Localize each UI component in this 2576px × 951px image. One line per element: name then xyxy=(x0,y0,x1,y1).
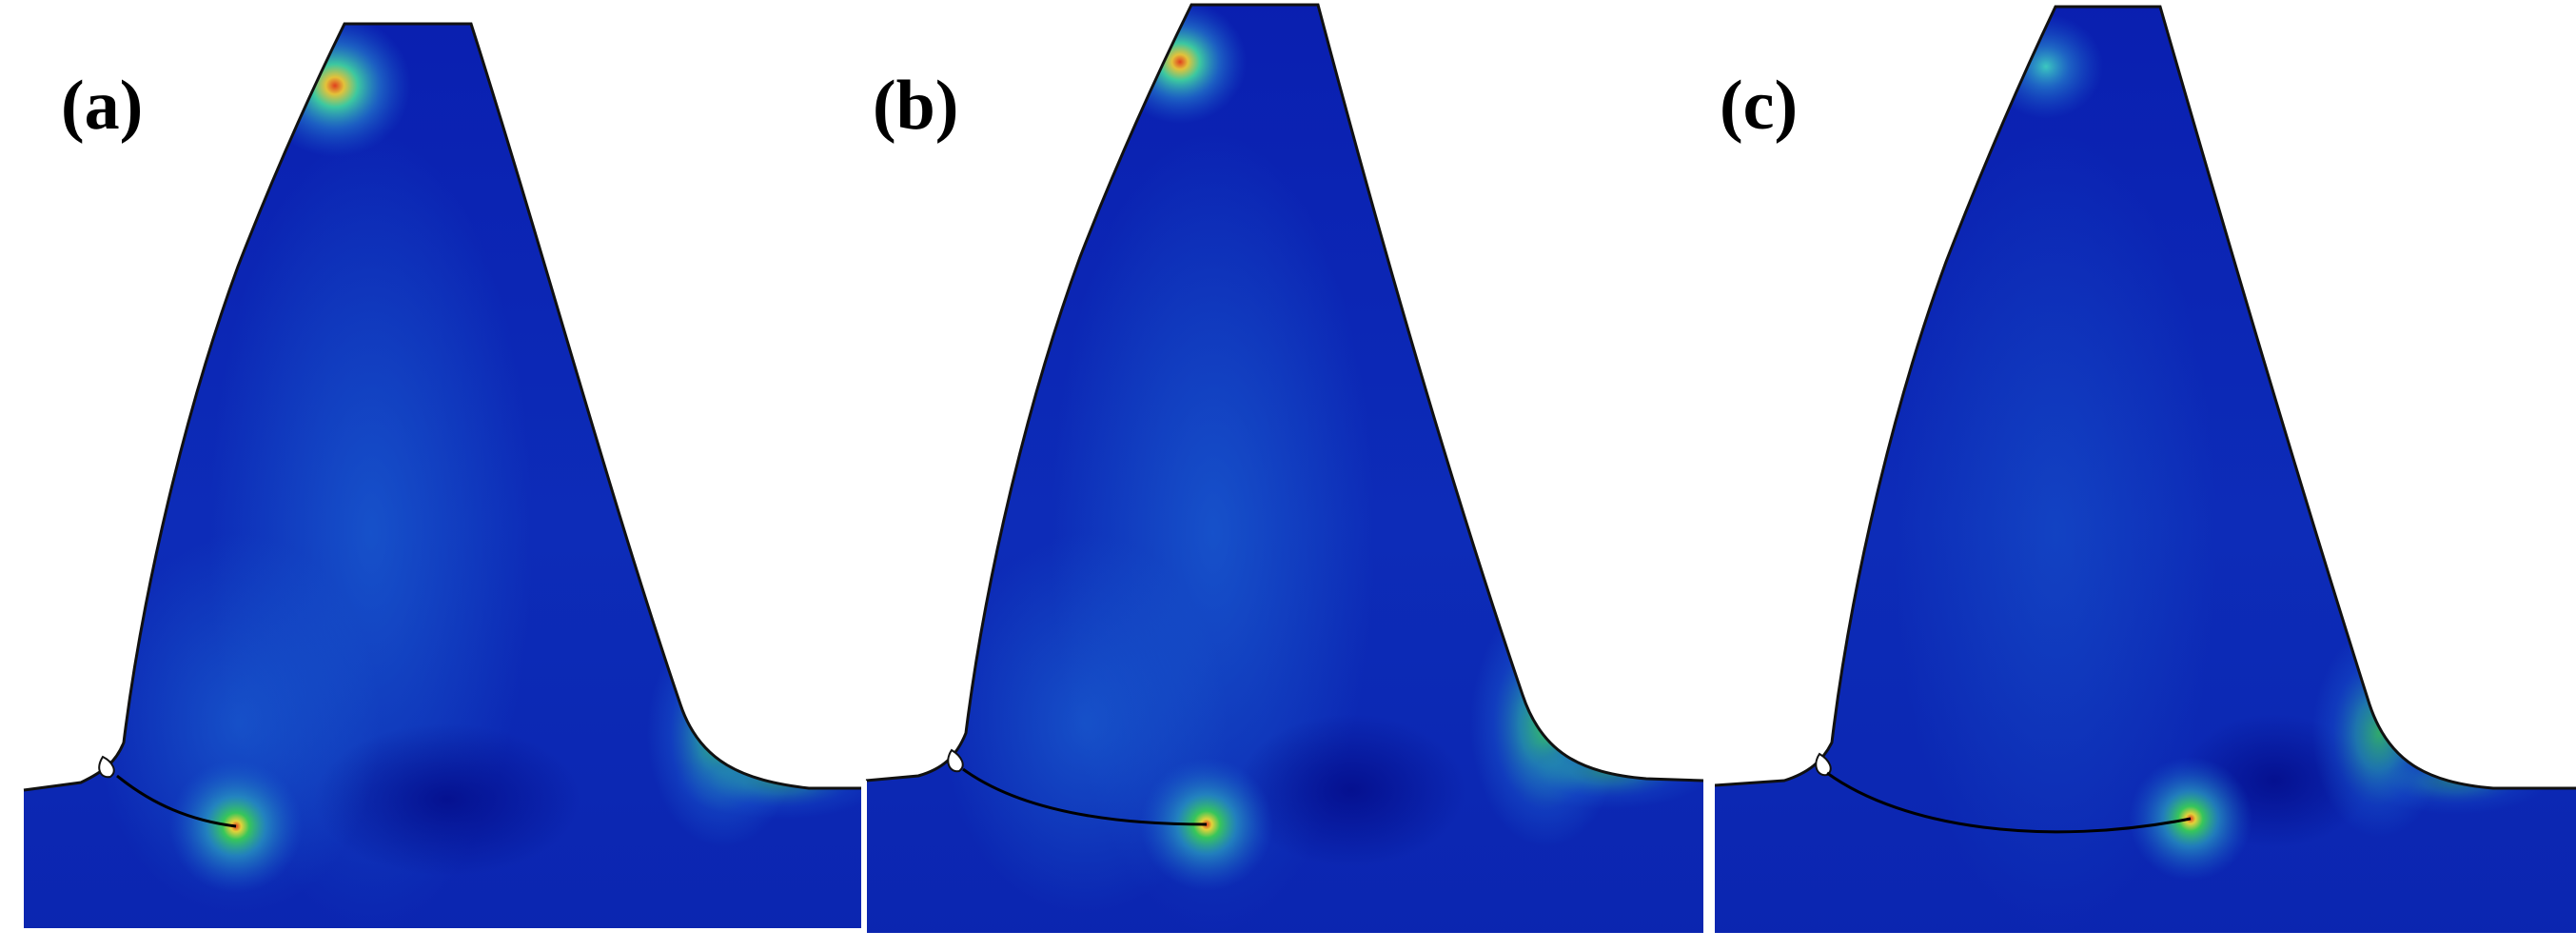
panel-label-c: (c) xyxy=(1720,67,1799,145)
panel-label-b: (b) xyxy=(873,67,959,145)
panel-label-a: (a) xyxy=(61,67,144,145)
panel-b xyxy=(865,3,1704,933)
panel-c xyxy=(1714,5,2576,933)
